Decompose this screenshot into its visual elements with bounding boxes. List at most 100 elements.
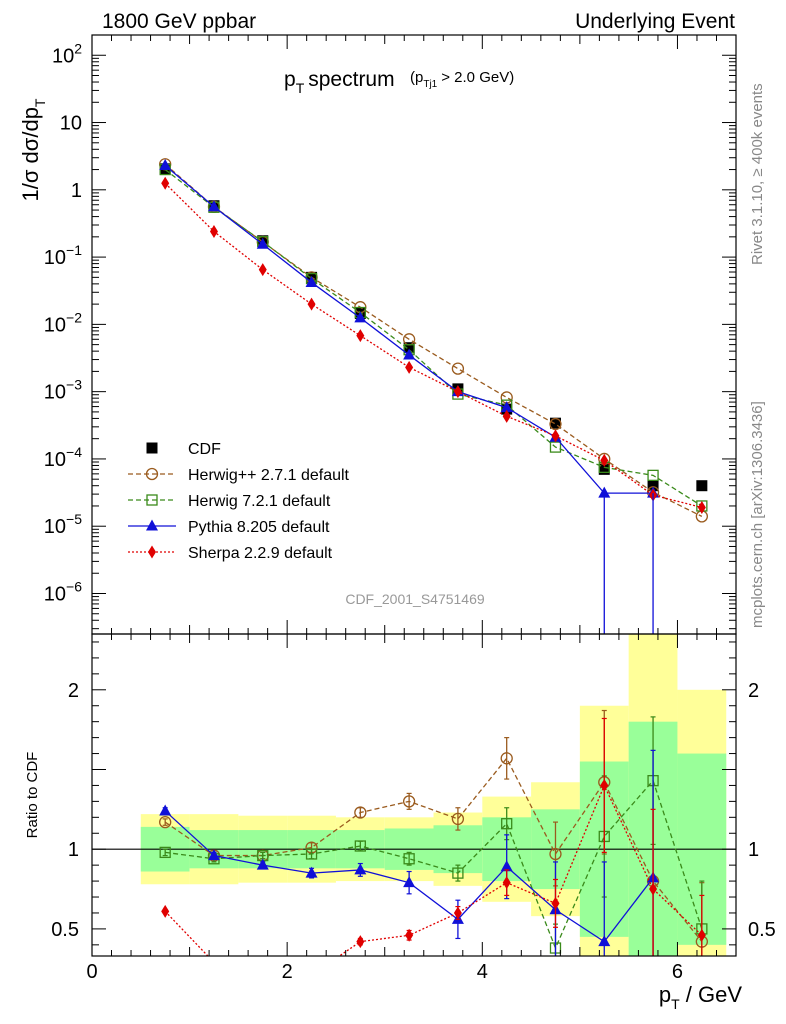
marker-herwig7 <box>647 469 659 482</box>
x-tick-label: 2 <box>282 961 293 983</box>
marker-pythia <box>354 311 367 323</box>
marker-pythia <box>159 158 172 170</box>
ratio-marker-herwig7 <box>403 853 415 865</box>
spectrum-plot-area <box>159 158 708 634</box>
marker-pythia <box>500 401 513 413</box>
ratio-marker-herwig7 <box>305 848 318 860</box>
header-energy-label: 1800 GeV ppbar <box>102 10 256 33</box>
y-tick-label: 10−3 <box>44 377 82 404</box>
legend-label-sherpa: Sherpa 2.2.9 default <box>188 545 333 562</box>
marker-sherpa <box>697 500 706 514</box>
series-line-herwig7 <box>164 169 703 507</box>
plot-title: pT spectrum <box>284 68 395 96</box>
legend-marker-herwigpp <box>145 467 159 481</box>
series-line-sherpa <box>164 182 703 509</box>
y-tick-label: 10 <box>60 113 82 135</box>
marker-sherpa <box>307 297 316 311</box>
ratio-marker-pythia <box>207 849 220 861</box>
marker-sherpa <box>258 263 267 277</box>
series-line-pythia <box>164 164 654 494</box>
legend-label-herwig7: Herwig 7.2.1 default <box>188 493 331 510</box>
y-axis-label-ratio: Ratio to CDF <box>24 752 41 839</box>
marker-cdf <box>598 463 610 475</box>
marker-sherpa <box>600 453 609 467</box>
ratio-panel-frame <box>91 633 737 957</box>
x-tick-label: 6 <box>672 961 683 983</box>
ratio-marker-pythia <box>598 935 611 947</box>
ratio-y-tick-label-right: 2 <box>748 680 759 702</box>
marker-sherpa <box>161 176 170 190</box>
marker-cdf <box>696 480 708 492</box>
mcplots-reference-label: mcplots.cern.ch [arXiv:1306.3436] <box>749 401 766 628</box>
ratio-marker-herwig7 <box>159 846 171 859</box>
marker-cdf <box>647 480 659 492</box>
x-axis-label: pT / GeV <box>659 982 742 1012</box>
marker-sherpa <box>502 409 511 423</box>
header-event-label: Underlying Event <box>575 10 735 33</box>
axes: 0 2 4 6 102 10 1 10−1 10−2 10−3 10−4 10−5 10−6 0.5 0.5… <box>44 34 776 983</box>
ratio-marker-sherpa <box>649 882 658 896</box>
marker-pythia <box>256 237 269 249</box>
marker-pythia <box>305 275 318 287</box>
ratio-marker-sherpa <box>308 969 316 982</box>
ratio-marker-herwigpp <box>451 812 465 826</box>
ratio-marker-sherpa <box>356 935 365 949</box>
ratio-marker-pythia <box>256 858 269 870</box>
ratio-y-tick-label-right: 1 <box>748 839 759 861</box>
legend-label-pythia: Pythia 8.205 default <box>188 519 330 536</box>
legend-marker-cdf <box>146 442 158 454</box>
series-line-herwigpp <box>164 163 703 517</box>
y-axis-label-spectrum: 1/σ dσ/dpT <box>18 98 48 201</box>
plot-title-cut: (pTj1 > 2.0 GeV) <box>410 69 514 90</box>
ratio-marker-pythia <box>354 863 367 875</box>
y-tick-label: 10−6 <box>44 578 82 605</box>
rivet-version-label: Rivet 3.1.10, ≥ 400k events <box>749 83 766 265</box>
ratio-line-herwig7 <box>165 779 703 950</box>
ratio-marker-sherpa <box>453 906 462 920</box>
legend-label-cdf: CDF <box>188 441 221 458</box>
ratio-y-tick-label-right: 0.5 <box>748 919 776 941</box>
ratio-line-sherpa <box>164 783 703 956</box>
y-tick-label: 10−4 <box>44 444 82 471</box>
marker-sherpa <box>356 329 365 343</box>
marker-sherpa <box>209 225 218 239</box>
marker-pythia <box>598 486 611 498</box>
ratio-marker-herwigpp <box>549 847 562 861</box>
marker-cdf <box>403 342 415 354</box>
legend-marker-sherpa <box>148 545 156 559</box>
ratio-marker-herwigpp <box>402 795 416 808</box>
y-tick-label: 10−2 <box>44 309 82 336</box>
ratio-marker-sherpa <box>600 778 609 792</box>
ratio-marker-sherpa <box>213 955 215 956</box>
ratio-marker-herwig7 <box>354 840 366 852</box>
x-tick-label: 4 <box>477 961 488 983</box>
legend: CDF Herwig++ 2.7.1 default Herwig 7.2.1 de… <box>128 441 350 562</box>
marker-pythia <box>207 200 220 212</box>
marker-pythia <box>403 348 416 360</box>
y-tick-label: 10−1 <box>44 242 82 269</box>
ratio-y-tick-label-left: 2 <box>68 680 79 702</box>
ratio-marker-herwigpp <box>354 806 367 819</box>
x-tick-label: 0 <box>86 961 97 983</box>
ratio-marker-herwigpp <box>159 815 172 829</box>
ratio-marker-sherpa <box>259 964 267 977</box>
legend-marker-pythia <box>146 519 158 531</box>
ratio-plot-area <box>92 709 736 982</box>
ratio-uncertainty-bands <box>140 634 727 956</box>
ratio-marker-sherpa <box>161 904 170 918</box>
marker-sherpa <box>551 429 560 443</box>
ratio-marker-sherpa <box>697 928 706 942</box>
marker-sherpa <box>453 385 462 399</box>
ratio-marker-pythia <box>500 860 513 872</box>
y-tick-label: 10−5 <box>44 511 82 538</box>
ratio-marker-herwigpp <box>500 752 513 765</box>
marker-sherpa <box>405 360 414 374</box>
marker-cdf <box>549 417 561 429</box>
ratio-marker-herwig7 <box>452 867 464 879</box>
ratio-marker-sherpa <box>551 896 560 910</box>
ratio-marker-sherpa <box>405 928 414 942</box>
y-tick-label: 102 <box>52 40 82 67</box>
ratio-marker-pythia <box>305 866 318 878</box>
legend-label-herwigpp: Herwig++ 2.7.1 default <box>188 467 350 484</box>
